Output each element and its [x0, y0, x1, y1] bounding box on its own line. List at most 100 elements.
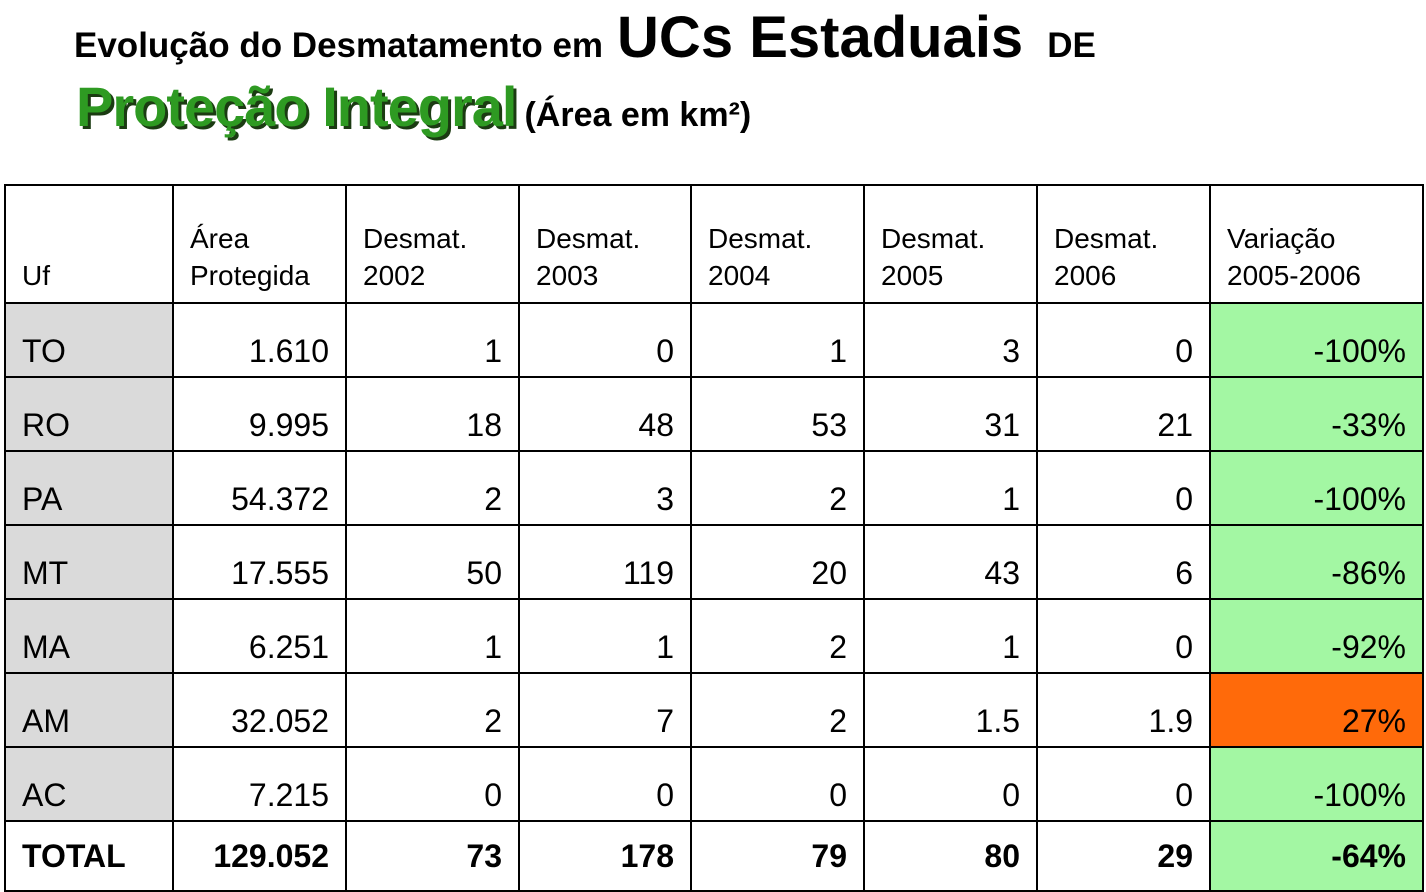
table-cell: 50 — [345, 524, 520, 600]
table-cell: PA — [4, 450, 174, 526]
header-cell: Desmat. 2006 — [1036, 184, 1211, 304]
data-table: Uf Área Protegida Desmat. 2002 Desmat. 2003 Des… — [4, 184, 1424, 892]
table-cell: 18 — [345, 376, 520, 452]
title-unit: (Área em km²) — [524, 96, 752, 134]
table-cell: 0 — [518, 302, 692, 378]
table-cell: MT — [4, 524, 174, 600]
table-row: MT 17.555 50 119 20 43 6 -86% — [4, 524, 1424, 600]
table-footer: TOTAL 129.052 73 178 79 80 29 -64% — [4, 820, 1424, 892]
header-text: 2003 — [536, 260, 599, 291]
header-row: Uf Área Protegida Desmat. 2002 Desmat. 2003 Des… — [4, 184, 1424, 304]
table-cell: 7 — [518, 672, 692, 748]
title-lead: Evolução do Desmatamento em — [74, 26, 604, 65]
page: Evolução do Desmatamento em UCs Estaduais… — [4, 4, 1424, 892]
table-cell: 48 — [518, 376, 692, 452]
header-cell: Uf — [4, 184, 174, 304]
table-cell: 27% — [1209, 672, 1424, 748]
header-text: Desmat. — [536, 223, 641, 254]
table-row: TO 1.610 1 0 1 3 0 -100% — [4, 302, 1424, 378]
header-text: 2005 — [881, 260, 944, 291]
table-cell: -92% — [1209, 598, 1424, 674]
table-cell: 2 — [690, 672, 865, 748]
header-text: Desmat. — [708, 223, 813, 254]
total-row: TOTAL 129.052 73 178 79 80 29 -64% — [4, 820, 1424, 892]
title-tail: DE — [1047, 26, 1096, 65]
table-row: MA 6.251 1 1 2 1 0 -92% — [4, 598, 1424, 674]
table-cell: 7.215 — [172, 746, 347, 822]
table-body: TO 1.610 1 0 1 3 0 -100% RO 9.995 18 48 53 31 21 -33% PA… — [4, 302, 1424, 822]
table-cell: 17.555 — [172, 524, 347, 600]
title-line-2: Proteção Integral (Área em km²) — [76, 74, 751, 139]
table-cell: 0 — [1036, 746, 1211, 822]
table-cell: AC — [4, 746, 174, 822]
table-cell: 54.372 — [172, 450, 347, 526]
header-text: Protegida — [190, 260, 310, 291]
header-text: 2006 — [1054, 260, 1117, 291]
table-cell: 43 — [863, 524, 1038, 600]
table-cell: AM — [4, 672, 174, 748]
table-cell: -100% — [1209, 450, 1424, 526]
table-cell: 0 — [518, 746, 692, 822]
table-cell: 31 — [863, 376, 1038, 452]
table-cell: 32.052 — [172, 672, 347, 748]
table-cell: 0 — [1036, 450, 1211, 526]
header-text: 2004 — [708, 260, 771, 291]
table-cell: 2 — [345, 672, 520, 748]
table-cell: 1.9 — [1036, 672, 1211, 748]
header-text: Desmat. — [1054, 223, 1159, 254]
table-cell: 53 — [690, 376, 865, 452]
table-cell: 20 — [690, 524, 865, 600]
header-text: 2005-2006 — [1227, 260, 1361, 291]
header-cell: Área Protegida — [172, 184, 347, 304]
header-text: Uf — [22, 260, 50, 291]
table-cell: 0 — [690, 746, 865, 822]
table-cell: 9.995 — [172, 376, 347, 452]
table-cell: 21 — [1036, 376, 1211, 452]
title-line-1: Evolução do Desmatamento em UCs Estaduais… — [74, 4, 1096, 71]
total-cell: 178 — [518, 820, 692, 892]
table-cell: 0 — [1036, 302, 1211, 378]
table-cell: -86% — [1209, 524, 1424, 600]
table-cell: 2 — [690, 598, 865, 674]
total-cell: 29 — [1036, 820, 1211, 892]
header-cell: Desmat. 2003 — [518, 184, 692, 304]
table-cell: 3 — [863, 302, 1038, 378]
header-text: 2002 — [363, 260, 426, 291]
table-cell: 1 — [863, 598, 1038, 674]
table-cell: -100% — [1209, 746, 1424, 822]
table-cell: TO — [4, 302, 174, 378]
table-cell: 6.251 — [172, 598, 347, 674]
table-cell: MA — [4, 598, 174, 674]
table-header: Uf Área Protegida Desmat. 2002 Desmat. 2003 Des… — [4, 184, 1424, 304]
table-cell: -100% — [1209, 302, 1424, 378]
table-row: AC 7.215 0 0 0 0 0 -100% — [4, 746, 1424, 822]
total-cell: 73 — [345, 820, 520, 892]
total-cell: -64% — [1209, 820, 1424, 892]
header-text: Desmat. — [881, 223, 986, 254]
table-cell: 1 — [863, 450, 1038, 526]
table-row: AM 32.052 2 7 2 1.5 1.9 27% — [4, 672, 1424, 748]
header-cell: Desmat. 2004 — [690, 184, 865, 304]
table-cell: 1 — [518, 598, 692, 674]
table-cell: 1.5 — [863, 672, 1038, 748]
header-text: Desmat. — [363, 223, 468, 254]
table-cell: 1 — [345, 598, 520, 674]
table-cell: 3 — [518, 450, 692, 526]
table-cell: -33% — [1209, 376, 1424, 452]
table-cell: 1 — [345, 302, 520, 378]
table-cell: 1 — [690, 302, 865, 378]
table-cell: 2 — [345, 450, 520, 526]
total-cell: 80 — [863, 820, 1038, 892]
header-cell: Variação 2005-2006 — [1209, 184, 1424, 304]
table-cell: RO — [4, 376, 174, 452]
title-green: Proteção Integral — [76, 75, 517, 138]
table-cell: 0 — [1036, 598, 1211, 674]
table-cell: 6 — [1036, 524, 1211, 600]
table-cell: 2 — [690, 450, 865, 526]
total-cell: TOTAL — [4, 820, 174, 892]
table-cell: 1.610 — [172, 302, 347, 378]
table-row: PA 54.372 2 3 2 1 0 -100% — [4, 450, 1424, 526]
header-cell: Desmat. 2002 — [345, 184, 520, 304]
header-text: Área — [190, 223, 250, 254]
table-row: RO 9.995 18 48 53 31 21 -33% — [4, 376, 1424, 452]
